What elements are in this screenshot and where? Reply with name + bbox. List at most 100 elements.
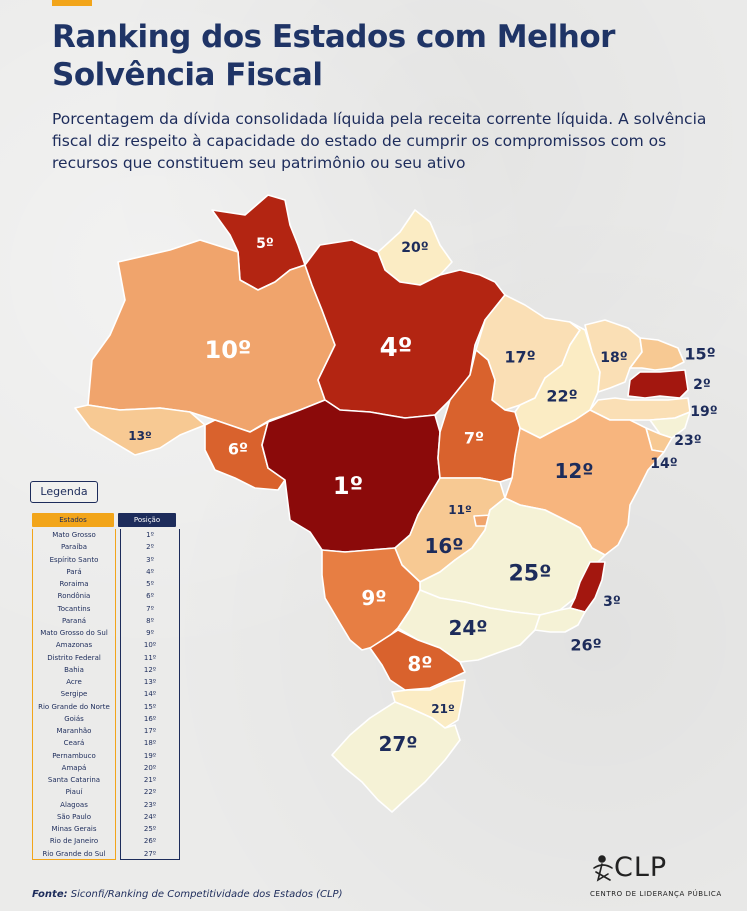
label-espirito-santo: 3º <box>603 594 621 610</box>
state-rio <box>534 607 586 633</box>
legend-row-state: Pernambuco <box>32 749 116 762</box>
label-bahia: 12º <box>554 459 593 483</box>
label-rgs: 27º <box>378 732 417 756</box>
legend-row-position: 2º <box>120 541 180 554</box>
label-amapa: 20º <box>401 240 428 256</box>
source-prefix: Fonte: <box>32 889 68 900</box>
legend-row-position: 11º <box>120 651 180 664</box>
legend-row-state: Sergipe <box>32 688 116 701</box>
legend-row-position: 1º <box>120 529 180 542</box>
label-amazonas: 10º <box>205 336 252 364</box>
legend-row: Goiás 16º <box>32 712 182 725</box>
legend-row-state: Ceará <box>32 737 116 750</box>
state-parana <box>369 629 466 691</box>
legend-row: Espírito Santo 3º <box>32 553 182 566</box>
legend-row: Distrito Federal 11º <box>32 651 182 664</box>
label-mato-grosso: 1º <box>333 472 363 500</box>
legend-row-position: 9º <box>120 627 180 640</box>
state-paraiba <box>627 369 689 399</box>
label-parana: 8º <box>407 652 432 676</box>
legend-header-state: Estados <box>32 513 114 527</box>
legend-row-position: 27º <box>120 847 180 860</box>
legend-row: São Paulo 24º <box>32 810 182 823</box>
state-tocantins <box>437 349 521 483</box>
label-maranhao: 17º <box>504 348 535 367</box>
legend-row-position: 22º <box>120 786 180 799</box>
legend-row-position: 15º <box>120 700 180 713</box>
legend-row: Rio Grande do Sul 27º <box>32 847 182 860</box>
legend-row: Tocantins 7º <box>32 602 182 615</box>
legend-row: Amazonas 10º <box>32 639 182 652</box>
legend-row: Pará 4º <box>32 565 182 578</box>
legend-row-state: Roraima <box>32 578 116 591</box>
legend-row-position: 26º <box>120 835 180 848</box>
legend-row-state: Rio Grande do Norte <box>32 700 116 713</box>
state-para <box>304 239 506 419</box>
legend-row-state: Rio Grande do Sul <box>32 847 116 860</box>
state-ceara <box>584 319 643 393</box>
label-sergipe: 14º <box>650 456 677 472</box>
legend-row-position: 8º <box>120 614 180 627</box>
label-goias: 16º <box>424 534 463 558</box>
legend-row-state: Goiás <box>32 712 116 725</box>
label-acre: 13º <box>128 429 152 443</box>
clp-logo-icon <box>593 855 613 882</box>
legend-row: Alagoas 23º <box>32 798 182 811</box>
legend-row: Ceará 18º <box>32 737 182 750</box>
legend-row-position: 5º <box>120 578 180 591</box>
legend-row-position: 14º <box>120 688 180 701</box>
legend-row-position: 10º <box>120 639 180 652</box>
label-df: 11º <box>448 503 472 517</box>
page-subtitle: Porcentagem da dívida consolidada líquid… <box>52 110 707 172</box>
legend-header: Estados Posição <box>32 513 182 527</box>
label-alagoas: 23º <box>674 433 701 449</box>
legend-row: Rio de Janeiro 26º <box>32 835 182 848</box>
legend-row-position: 19º <box>120 749 180 762</box>
legend-row-position: 13º <box>120 676 180 689</box>
legend-row-state: Alagoas <box>32 798 116 811</box>
legend-row: Sergipe 14º <box>32 688 182 701</box>
state-sao-paulo <box>397 589 541 663</box>
legend-row: Minas Gerais 25º <box>32 823 182 836</box>
legend-row-position: 18º <box>120 737 180 750</box>
label-rgn: 15º <box>684 345 715 364</box>
legend-row-state: Mato Grosso <box>32 529 116 542</box>
legend-title: Legenda <box>30 481 98 503</box>
legend-row-state: Acre <box>32 676 116 689</box>
legend-row-position: 17º <box>120 725 180 738</box>
legend-row-position: 21º <box>120 774 180 787</box>
legend-row: Acre 13º <box>32 676 182 689</box>
legend-row-state: Minas Gerais <box>32 823 116 836</box>
legend-rows: Mato Grosso 1º Paraíba 2º Espírito Santo 3º Pa… <box>32 529 182 860</box>
legend-row: Amapá 20º <box>32 761 182 774</box>
legend-row: Santa Catarina 21º <box>32 774 182 787</box>
label-sao-paulo: 24º <box>448 616 487 640</box>
legend-row-state: Amapá <box>32 761 116 774</box>
legend-row-state: Mato Grosso do Sul <box>32 627 116 640</box>
legend-row-position: 20º <box>120 761 180 774</box>
state-rgs <box>331 701 461 813</box>
legend-row: Roraima 5º <box>32 578 182 591</box>
legend-row-state: Rondônia <box>32 590 116 603</box>
legend-row-state: Piauí <box>32 786 116 799</box>
legend-row-position: 25º <box>120 823 180 836</box>
page-title: Ranking dos Estados com Melhor Solvência… <box>52 19 615 93</box>
legend-row-state: Distrito Federal <box>32 651 116 664</box>
logo-text: CLP <box>614 852 668 883</box>
legend-table: Estados Posição Mato Grosso 1º Paraíba 2º Es… <box>32 513 182 860</box>
label-rondonia: 6º <box>228 440 248 459</box>
label-santa-catarina: 21º <box>431 702 455 716</box>
logo-subtitle: CENTRO DE LIDERANÇA PÚBLICA <box>590 890 722 898</box>
label-piaui: 22º <box>546 387 577 406</box>
legend-row: Rio Grande do Norte 15º <box>32 700 182 713</box>
source-note: Fonte: Siconfi/Ranking de Competitividad… <box>32 889 343 900</box>
legend-row-state: Maranhão <box>32 725 116 738</box>
legend-row-state: Rio de Janeiro <box>32 835 116 848</box>
legend-row-position: 3º <box>120 553 180 566</box>
state-acre <box>74 404 206 456</box>
source-text: Siconfi/Ranking de Competitividade dos E… <box>67 889 343 900</box>
legend-row: Paraná 8º <box>32 614 182 627</box>
label-para: 4º <box>380 333 413 363</box>
legend-row-state: Santa Catarina <box>32 774 116 787</box>
legend-row-position: 7º <box>120 602 180 615</box>
